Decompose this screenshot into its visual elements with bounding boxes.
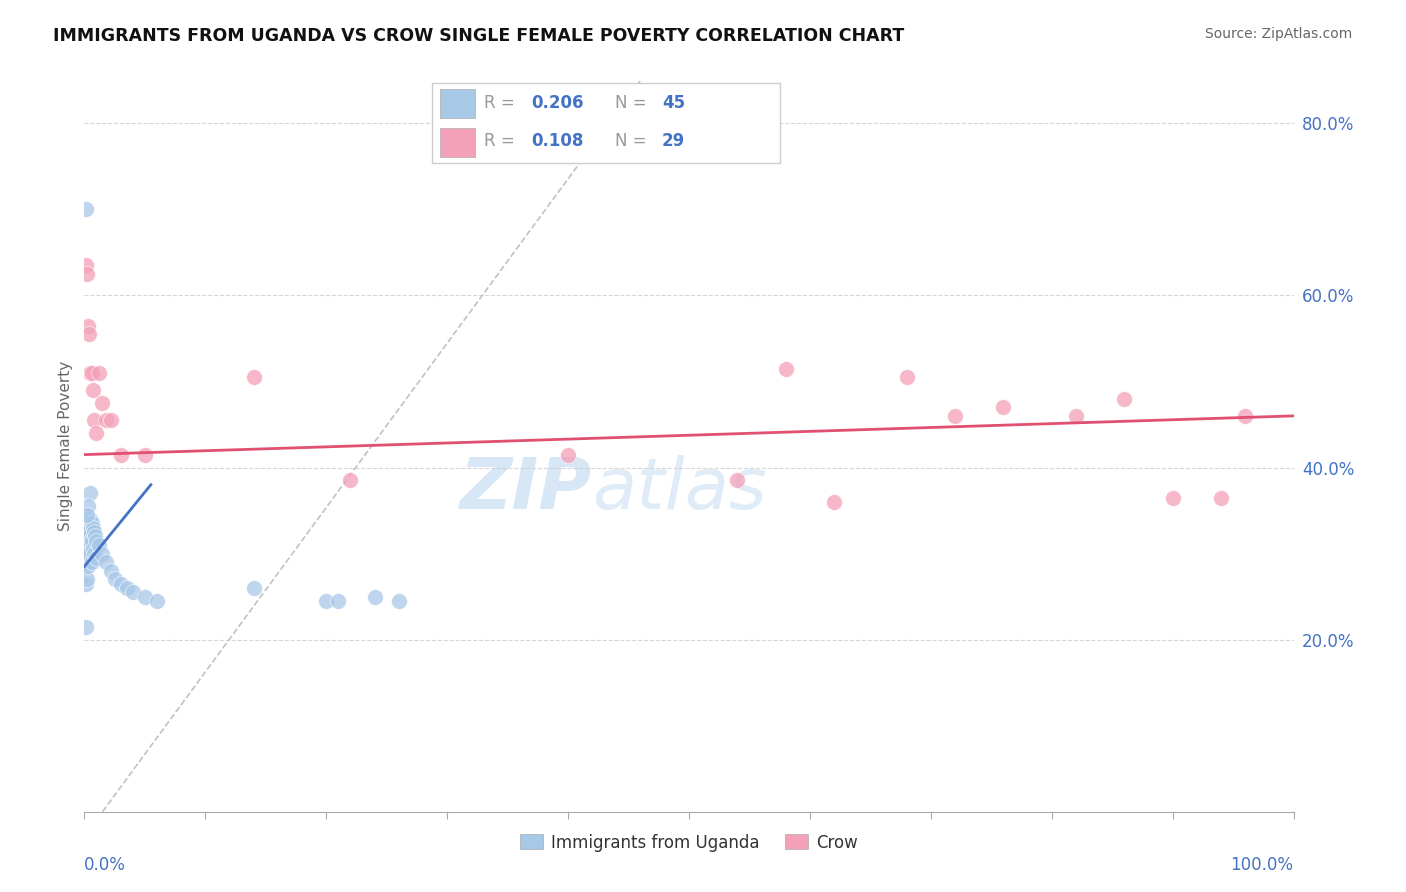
Point bbox=[557, 448, 579, 462]
Point bbox=[1064, 409, 1087, 423]
Point bbox=[943, 409, 966, 423]
Point bbox=[77, 500, 100, 514]
Point bbox=[775, 361, 797, 376]
Point bbox=[823, 495, 845, 509]
Legend: Immigrants from Uganda, Crow: Immigrants from Uganda, Crow bbox=[513, 827, 865, 858]
Point bbox=[91, 547, 114, 561]
Point bbox=[79, 486, 101, 500]
Point bbox=[80, 366, 103, 380]
Text: 0.108: 0.108 bbox=[531, 132, 583, 150]
Point bbox=[100, 564, 122, 578]
Point bbox=[75, 576, 97, 591]
Point bbox=[388, 594, 411, 608]
Point bbox=[80, 555, 103, 569]
Point bbox=[242, 370, 264, 384]
Point bbox=[75, 516, 97, 531]
Point bbox=[82, 542, 104, 557]
Point bbox=[110, 448, 132, 462]
Point bbox=[83, 547, 105, 561]
Point bbox=[993, 401, 1015, 415]
Point bbox=[115, 581, 138, 595]
Point bbox=[339, 474, 361, 488]
Point bbox=[86, 550, 108, 565]
FancyBboxPatch shape bbox=[440, 89, 475, 118]
Point bbox=[76, 573, 98, 587]
Point bbox=[1234, 409, 1257, 423]
Point bbox=[77, 318, 100, 333]
Point bbox=[76, 267, 98, 281]
Point bbox=[121, 585, 143, 599]
Text: ZIP: ZIP bbox=[460, 456, 592, 524]
Text: R =: R = bbox=[485, 132, 520, 150]
Point bbox=[94, 555, 117, 569]
Point bbox=[77, 547, 100, 561]
Text: R =: R = bbox=[485, 95, 520, 112]
Point bbox=[242, 581, 264, 595]
Point bbox=[79, 533, 101, 548]
Point bbox=[76, 508, 98, 522]
Point bbox=[1114, 392, 1136, 406]
Point bbox=[86, 426, 108, 441]
Point bbox=[76, 550, 98, 565]
Text: atlas: atlas bbox=[592, 456, 766, 524]
Point bbox=[134, 448, 156, 462]
FancyBboxPatch shape bbox=[433, 83, 780, 163]
Text: 29: 29 bbox=[662, 132, 685, 150]
Point bbox=[75, 258, 97, 272]
Point bbox=[896, 370, 918, 384]
Point bbox=[76, 521, 98, 535]
Point bbox=[75, 559, 97, 574]
Point bbox=[82, 383, 104, 397]
Point bbox=[80, 533, 103, 548]
Point bbox=[75, 202, 97, 217]
Point bbox=[91, 396, 114, 410]
Point bbox=[77, 542, 100, 557]
FancyBboxPatch shape bbox=[440, 128, 475, 157]
Point bbox=[328, 594, 350, 608]
Point bbox=[363, 590, 385, 604]
Point bbox=[110, 576, 132, 591]
Point bbox=[725, 474, 748, 488]
Point bbox=[84, 529, 107, 543]
Point bbox=[104, 573, 127, 587]
Point bbox=[80, 516, 103, 531]
Point bbox=[76, 538, 98, 552]
Point bbox=[87, 366, 110, 380]
Point bbox=[87, 538, 110, 552]
Point bbox=[1161, 491, 1184, 505]
Point bbox=[77, 327, 100, 342]
Point bbox=[134, 590, 156, 604]
Point bbox=[79, 512, 101, 526]
Point bbox=[83, 413, 105, 427]
Point bbox=[94, 413, 117, 427]
Text: 0.206: 0.206 bbox=[531, 95, 583, 112]
Point bbox=[79, 366, 101, 380]
Text: N =: N = bbox=[616, 95, 652, 112]
Point bbox=[146, 594, 169, 608]
Point bbox=[1209, 491, 1232, 505]
Point bbox=[77, 559, 100, 574]
Point bbox=[75, 620, 97, 634]
Point bbox=[77, 524, 100, 539]
Text: 100.0%: 100.0% bbox=[1230, 855, 1294, 873]
Text: Source: ZipAtlas.com: Source: ZipAtlas.com bbox=[1205, 27, 1353, 41]
Y-axis label: Single Female Poverty: Single Female Poverty bbox=[58, 361, 73, 531]
Point bbox=[86, 533, 108, 548]
Point bbox=[100, 413, 122, 427]
Text: IMMIGRANTS FROM UGANDA VS CROW SINGLE FEMALE POVERTY CORRELATION CHART: IMMIGRANTS FROM UGANDA VS CROW SINGLE FE… bbox=[53, 27, 904, 45]
Text: 0.0%: 0.0% bbox=[84, 855, 127, 873]
Point bbox=[315, 594, 337, 608]
Text: 45: 45 bbox=[662, 95, 685, 112]
Point bbox=[83, 524, 105, 539]
Point bbox=[82, 521, 104, 535]
Point bbox=[77, 529, 100, 543]
Point bbox=[75, 542, 97, 557]
Text: N =: N = bbox=[616, 132, 652, 150]
